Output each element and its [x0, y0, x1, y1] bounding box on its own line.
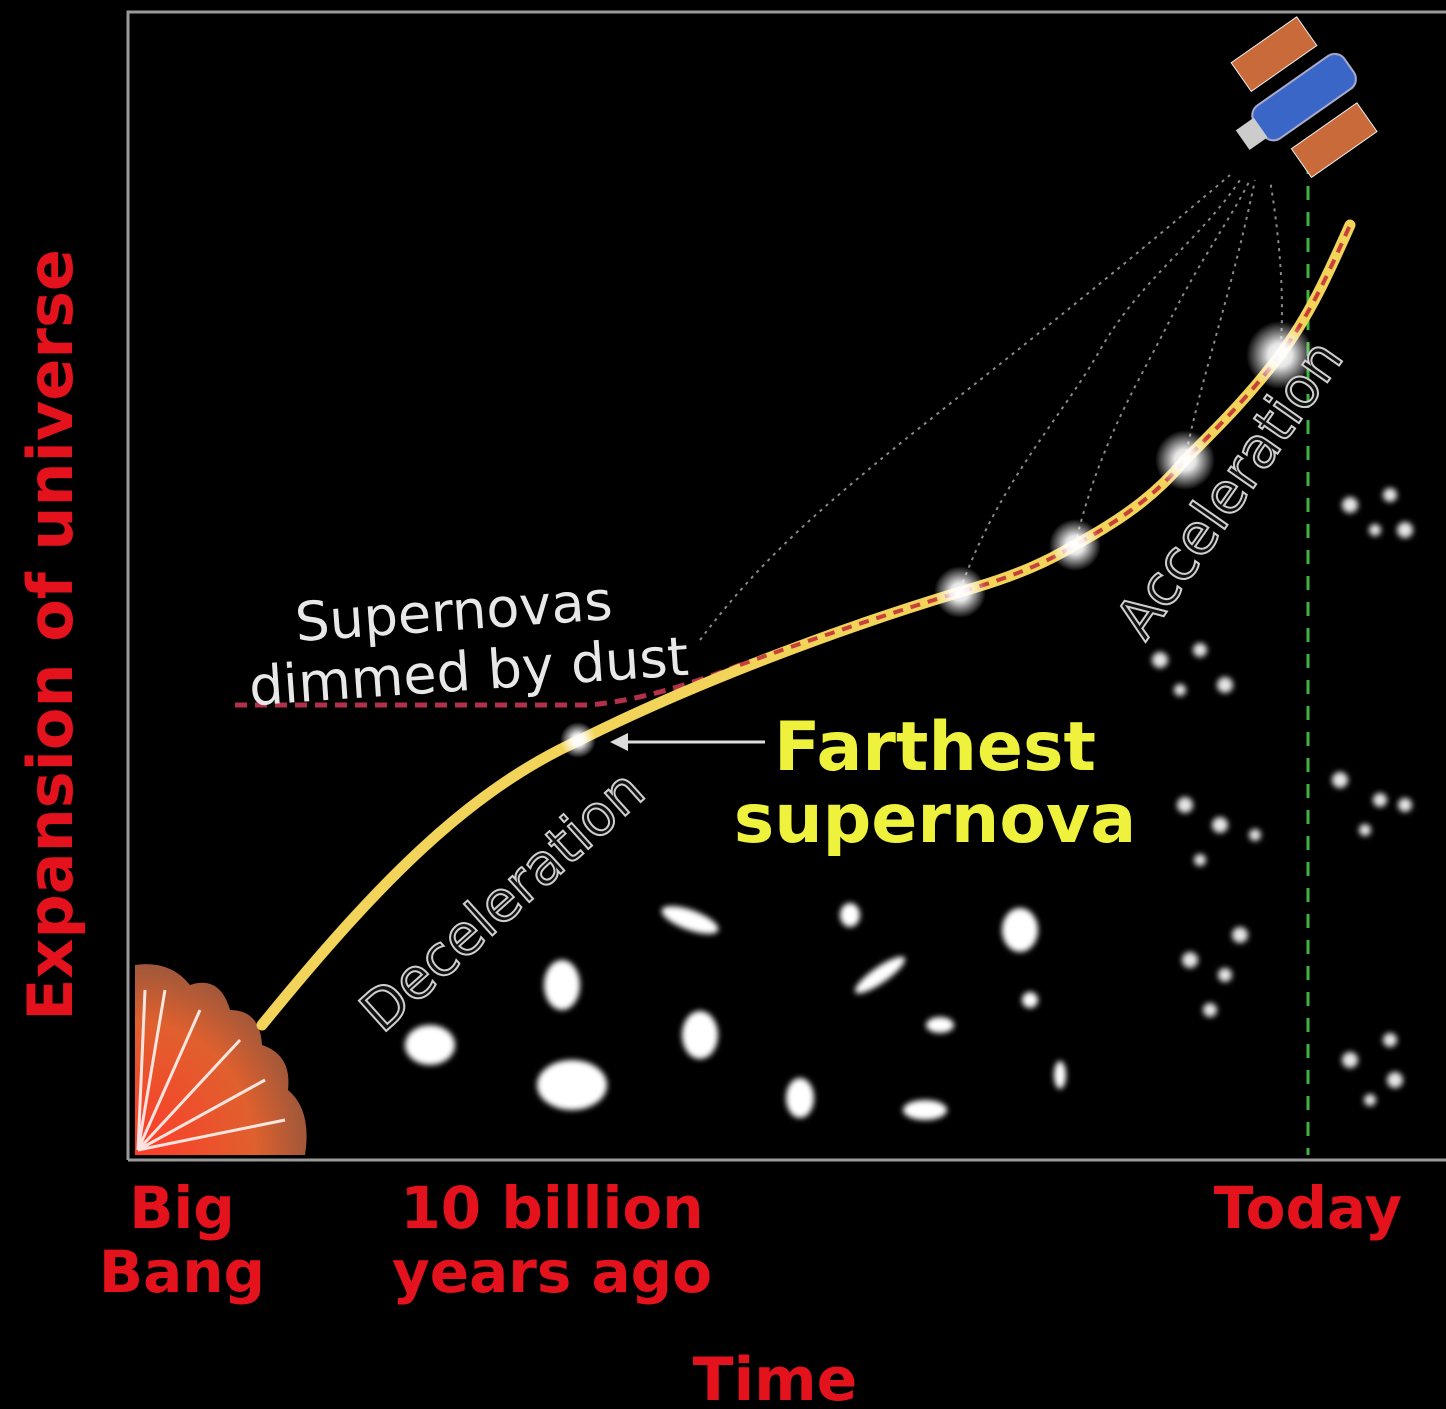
time-marker: Today	[1214, 1174, 1402, 1242]
telescope	[1230, 16, 1378, 179]
dust-curve	[235, 660, 746, 708]
big-bang-burst	[135, 964, 307, 1155]
time-marker: Big	[129, 1174, 235, 1242]
farthest-label: supernova	[734, 780, 1137, 859]
supernovas	[560, 321, 1314, 758]
time-marker: Bang	[99, 1238, 265, 1306]
plot-frame	[126, 10, 1446, 1160]
time-marker: years ago	[392, 1238, 712, 1306]
galaxies	[405, 488, 1413, 1120]
farthest-label: Farthest	[774, 708, 1096, 787]
light-paths	[699, 174, 1283, 641]
x-axis-label: Time	[693, 1345, 858, 1409]
arrow-head	[610, 733, 628, 751]
y-axis-label: Expansion of universe	[14, 249, 87, 1021]
time-marker: 10 billion	[400, 1174, 703, 1242]
